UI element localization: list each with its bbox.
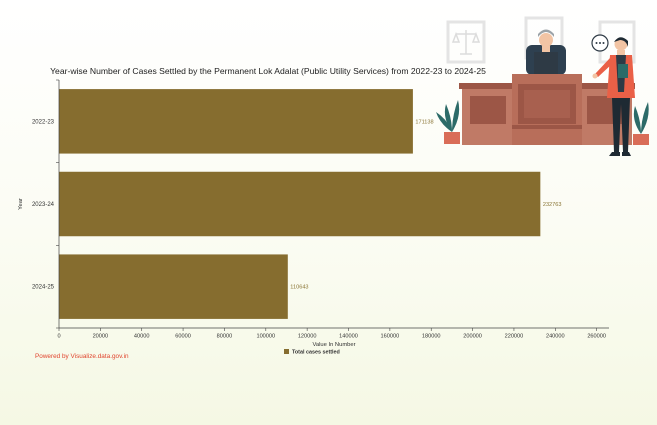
chart-title: Year-wise Number of Cases Settled by the… — [50, 66, 486, 76]
bar-2022-23[interactable] — [59, 89, 413, 154]
x-tick-label-0: 0 — [57, 334, 60, 340]
x-tick-label-80000: 80000 — [217, 334, 233, 340]
x-tick-label-140000: 140000 — [339, 334, 358, 340]
x-tick-label-240000: 240000 — [546, 334, 565, 340]
x-tick-label-220000: 220000 — [505, 334, 524, 340]
data-label-2023-24: 232763 — [543, 202, 562, 208]
legend-label: Total cases settled — [292, 350, 340, 356]
category-label-2023-24: 2023-24 — [32, 202, 55, 208]
x-tick-label-40000: 40000 — [134, 334, 150, 340]
x-tick-label-60000: 60000 — [175, 334, 191, 340]
x-tick-label-180000: 180000 — [422, 334, 441, 340]
x-tick-label-100000: 100000 — [256, 334, 275, 340]
bar-2023-24[interactable] — [59, 171, 541, 237]
category-label-2024-25: 2024-25 — [32, 285, 55, 291]
y-axis-title: Year — [18, 198, 24, 210]
x-tick-label-20000: 20000 — [93, 334, 109, 340]
category-label-2022-23: 2022-23 — [32, 119, 55, 125]
x-tick-label-160000: 160000 — [381, 334, 400, 340]
x-tick-label-260000: 260000 — [587, 334, 606, 340]
speech-bubble-icon — [591, 34, 609, 52]
legend[interactable]: Total cases settled — [284, 349, 340, 356]
bars: 171138 232763 110643 — [59, 89, 562, 319]
data-label-2024-25: 110643 — [290, 285, 308, 291]
bar-2024-25[interactable] — [59, 254, 288, 319]
x-axis-title: Value In Number — [312, 342, 355, 348]
legend-swatch — [284, 349, 289, 354]
balance-scale-icon — [451, 30, 481, 55]
axes: 2022-23 2023-24 2024-25 0 20000 40000 60000 800… — [32, 79, 609, 340]
x-tick-label-120000: 120000 — [298, 334, 317, 340]
powered-by-credit[interactable]: Powered by Visualize.data.gov.in — [35, 353, 129, 360]
data-label-2022-23: 171138 — [415, 119, 433, 125]
x-tick-label-200000: 200000 — [463, 334, 482, 340]
judge-illustration-icon — [436, 16, 649, 156]
